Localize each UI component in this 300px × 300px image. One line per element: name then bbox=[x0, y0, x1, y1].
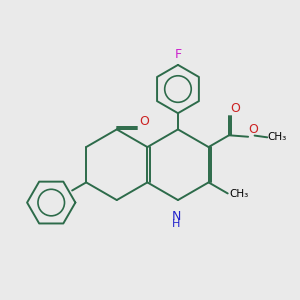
Text: O: O bbox=[139, 115, 149, 128]
Text: CH₃: CH₃ bbox=[229, 189, 248, 199]
Text: O: O bbox=[230, 102, 240, 115]
Text: F: F bbox=[174, 48, 182, 62]
Text: H: H bbox=[172, 219, 181, 229]
Text: O: O bbox=[249, 123, 259, 136]
Text: N: N bbox=[172, 210, 181, 224]
Text: CH₃: CH₃ bbox=[268, 132, 287, 142]
